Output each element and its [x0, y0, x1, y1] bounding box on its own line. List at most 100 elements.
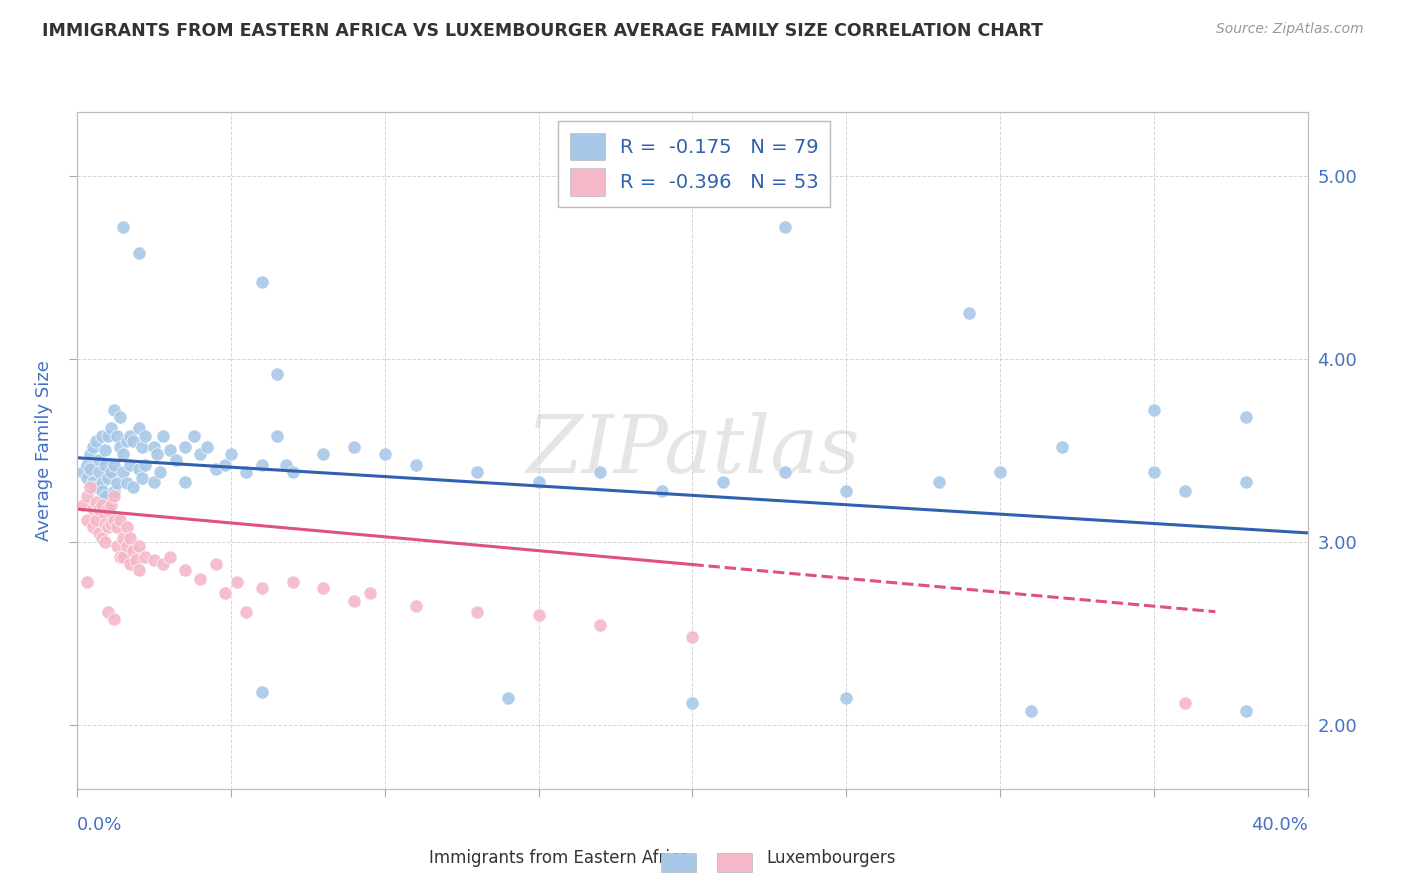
Point — [121, 480, 143, 494]
Point — [1174, 696, 1197, 710]
Point — [214, 586, 236, 600]
Point — [76, 471, 98, 485]
Point — [82, 502, 104, 516]
Point — [276, 458, 298, 472]
Point — [1234, 410, 1257, 425]
Point — [94, 489, 117, 503]
Point — [79, 480, 101, 494]
Point — [128, 462, 150, 476]
Point — [374, 447, 396, 461]
Point — [343, 593, 366, 607]
Point — [128, 563, 150, 577]
Point — [928, 475, 950, 489]
Point — [773, 219, 796, 234]
Point — [94, 516, 117, 531]
Point — [110, 513, 132, 527]
Point — [128, 245, 150, 260]
Point — [76, 458, 98, 472]
Point — [465, 605, 488, 619]
Point — [84, 434, 107, 449]
Point — [82, 475, 104, 489]
Legend: R =  -0.175   N = 79, R =  -0.396   N = 53: R = -0.175 N = 79, R = -0.396 N = 53 — [558, 121, 831, 207]
Text: ZIPatlas: ZIPatlas — [526, 412, 859, 489]
Text: 40.0%: 40.0% — [1251, 816, 1308, 834]
Point — [121, 544, 143, 558]
Point — [103, 489, 125, 503]
Point — [1234, 475, 1257, 489]
Point — [589, 617, 612, 632]
Point — [103, 458, 125, 472]
Point — [79, 462, 101, 476]
Point — [100, 499, 122, 513]
Point — [266, 367, 288, 381]
Point — [82, 520, 104, 534]
Point — [1050, 440, 1073, 454]
Point — [105, 520, 128, 534]
Point — [496, 690, 519, 705]
Point — [527, 475, 550, 489]
Point — [1143, 466, 1166, 480]
Point — [312, 581, 335, 595]
Text: Luxembourgers: Luxembourgers — [766, 849, 896, 867]
Point — [343, 440, 366, 454]
Text: IMMIGRANTS FROM EASTERN AFRICA VS LUXEMBOURGER AVERAGE FAMILY SIZE CORRELATION C: IMMIGRANTS FROM EASTERN AFRICA VS LUXEMB… — [42, 22, 1043, 40]
Point — [773, 466, 796, 480]
Point — [90, 483, 114, 498]
Point — [105, 429, 128, 443]
Point — [128, 421, 150, 435]
Point — [97, 471, 120, 485]
Point — [1143, 403, 1166, 417]
Point — [115, 476, 138, 491]
Point — [76, 489, 98, 503]
Text: 0.0%: 0.0% — [77, 816, 122, 834]
Point — [957, 306, 980, 320]
Point — [219, 447, 242, 461]
Point — [235, 605, 257, 619]
Point — [112, 549, 135, 564]
Point — [174, 440, 197, 454]
Point — [90, 532, 114, 546]
Point — [82, 440, 104, 454]
Point — [159, 549, 181, 564]
Point — [682, 696, 704, 710]
Text: Source: ZipAtlas.com: Source: ZipAtlas.com — [1216, 22, 1364, 37]
Point — [94, 443, 117, 458]
Point — [250, 458, 273, 472]
Point — [204, 557, 226, 571]
Point — [118, 557, 141, 571]
Point — [835, 690, 858, 705]
Point — [204, 462, 226, 476]
Point — [988, 466, 1011, 480]
Point — [281, 575, 304, 590]
Point — [312, 447, 335, 461]
Point — [131, 440, 153, 454]
Point — [103, 612, 125, 626]
Point — [250, 685, 273, 699]
Point — [112, 532, 135, 546]
Point — [84, 480, 107, 494]
Point — [131, 471, 153, 485]
Point — [100, 466, 122, 480]
Point — [149, 466, 172, 480]
Point — [134, 458, 156, 472]
Point — [589, 466, 612, 480]
Point — [87, 502, 110, 516]
Point — [143, 475, 166, 489]
Point — [115, 520, 138, 534]
Point — [281, 466, 304, 480]
Point — [97, 502, 120, 516]
Point — [235, 466, 257, 480]
Point — [152, 557, 174, 571]
Point — [226, 575, 249, 590]
Point — [87, 525, 110, 540]
Point — [87, 466, 110, 480]
Point — [115, 434, 138, 449]
Point — [835, 483, 858, 498]
Point — [72, 466, 94, 480]
Point — [72, 499, 94, 513]
Text: Immigrants from Eastern Africa: Immigrants from Eastern Africa — [429, 849, 689, 867]
Point — [94, 535, 117, 549]
Point — [1234, 704, 1257, 718]
Point — [134, 429, 156, 443]
Point — [465, 466, 488, 480]
